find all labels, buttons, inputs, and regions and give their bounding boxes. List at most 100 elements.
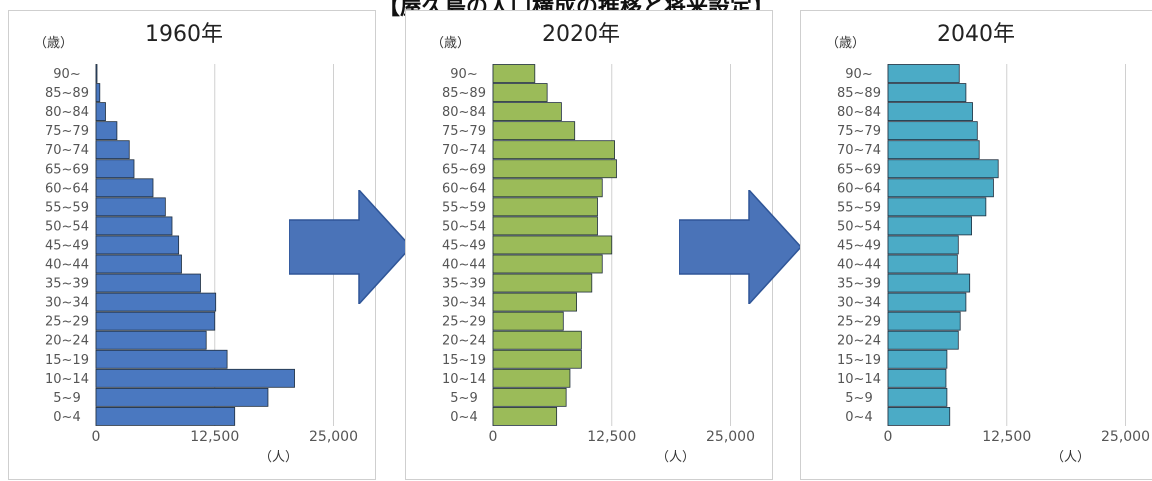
age-tick-label: 45~49 [442, 238, 486, 253]
age-tick-label: 45~49 [45, 238, 89, 253]
age-tick-label: 25~29 [442, 315, 486, 330]
x-tick-label: 25,000 [309, 429, 358, 445]
bar-55~59 [888, 198, 986, 216]
bar-0~4 [96, 407, 235, 425]
age-tick-label: 20~24 [45, 334, 89, 349]
bar-15~19 [493, 350, 581, 368]
age-tick-label: 75~79 [442, 124, 486, 139]
bar-90~ [96, 65, 97, 83]
age-tick-label: 80~84 [45, 105, 89, 120]
bar-35~39 [96, 274, 201, 292]
age-tick-label: 65~69 [442, 162, 486, 177]
bar-25~29 [493, 312, 563, 330]
x-tick-label: 0 [884, 429, 893, 445]
bar-70~74 [493, 141, 615, 159]
bar-0~4 [493, 407, 557, 425]
bar-60~64 [493, 179, 602, 197]
bar-35~39 [888, 274, 970, 292]
age-axis-label: （歳） [431, 36, 470, 51]
age-tick-label: 5~9 [845, 391, 872, 406]
bar-25~29 [96, 312, 215, 330]
bar-80~84 [493, 103, 561, 121]
age-tick-label: 5~9 [53, 391, 80, 406]
bar-10~14 [493, 369, 570, 387]
age-tick-label: 45~49 [837, 238, 881, 253]
unit-label: （人） [259, 450, 298, 465]
age-tick-label: 75~79 [45, 124, 89, 139]
age-tick-label: 35~39 [837, 277, 881, 292]
bar-10~14 [888, 369, 946, 387]
age-tick-label: 60~64 [442, 181, 486, 196]
bar-90~ [493, 65, 535, 83]
x-tick-label: 25,000 [1101, 429, 1150, 445]
bar-80~84 [96, 103, 106, 121]
bar-65~69 [888, 160, 998, 178]
bar-65~69 [96, 160, 134, 178]
age-tick-label: 20~24 [837, 334, 881, 349]
age-tick-label: 10~14 [837, 372, 881, 387]
bar-5~9 [96, 388, 268, 406]
chart-title: 2040年 [937, 22, 1015, 47]
unit-label: （人） [656, 450, 695, 465]
age-tick-label: 60~64 [45, 181, 89, 196]
age-tick-label: 30~34 [442, 296, 486, 311]
age-tick-label: 90~ [845, 67, 872, 82]
bar-15~19 [96, 350, 227, 368]
bar-40~44 [493, 255, 602, 273]
bar-90~ [888, 65, 959, 83]
age-tick-label: 40~44 [837, 258, 881, 273]
x-tick-label: 0 [489, 429, 498, 445]
age-tick-label: 0~4 [845, 410, 872, 425]
age-tick-label: 30~34 [837, 296, 881, 311]
age-tick-label: 85~89 [45, 86, 89, 101]
age-tick-label: 35~39 [45, 277, 89, 292]
age-tick-label: 15~19 [442, 353, 486, 368]
bar-0~4 [888, 407, 950, 425]
bar-45~49 [493, 236, 612, 254]
arrow-right-icon [289, 190, 413, 304]
bar-5~9 [888, 388, 947, 406]
age-tick-label: 10~14 [45, 372, 89, 387]
age-tick-label: 25~29 [837, 315, 881, 330]
age-tick-label: 70~74 [442, 143, 486, 158]
age-tick-label: 70~74 [45, 143, 89, 158]
bar-40~44 [96, 255, 182, 273]
bar-85~89 [888, 84, 966, 102]
bar-60~64 [888, 179, 993, 197]
x-tick-label: 12,500 [190, 429, 239, 445]
x-tick-label: 25,000 [706, 429, 755, 445]
x-tick-label: 12,500 [587, 429, 636, 445]
age-tick-label: 25~29 [45, 315, 89, 330]
age-tick-label: 75~79 [837, 124, 881, 139]
chart-title: 2020年 [542, 22, 620, 47]
age-tick-label: 80~84 [837, 105, 881, 120]
age-tick-label: 0~4 [450, 410, 477, 425]
bar-65~69 [493, 160, 617, 178]
bar-75~79 [888, 122, 977, 140]
bar-75~79 [493, 122, 575, 140]
arrow-right-icon [679, 190, 803, 304]
age-tick-label: 15~19 [837, 353, 881, 368]
age-axis-label: （歳） [34, 36, 73, 51]
age-tick-label: 70~74 [837, 143, 881, 158]
bar-5~9 [493, 388, 566, 406]
bar-75~79 [96, 122, 117, 140]
bar-15~19 [888, 350, 947, 368]
age-tick-label: 65~69 [837, 162, 881, 177]
x-tick-label: 12,500 [982, 429, 1031, 445]
age-tick-label: 85~89 [442, 86, 486, 101]
age-tick-label: 85~89 [837, 86, 881, 101]
age-tick-label: 90~ [450, 67, 477, 82]
age-tick-label: 30~34 [45, 296, 89, 311]
age-tick-label: 5~9 [450, 391, 477, 406]
bar-55~59 [96, 198, 165, 216]
age-tick-label: 65~69 [45, 162, 89, 177]
bar-85~89 [96, 84, 100, 102]
bar-70~74 [888, 141, 979, 159]
pyramid-chart-2040: 2040年 （歳） 90~ 85~89 80~84 75~79 70~74 65~69 60~6… [801, 11, 1152, 481]
bar-30~34 [888, 293, 966, 311]
chart-title: 1960年 [145, 22, 223, 47]
age-tick-label: 50~54 [45, 219, 89, 234]
bar-40~44 [888, 255, 957, 273]
bar-30~34 [493, 293, 577, 311]
